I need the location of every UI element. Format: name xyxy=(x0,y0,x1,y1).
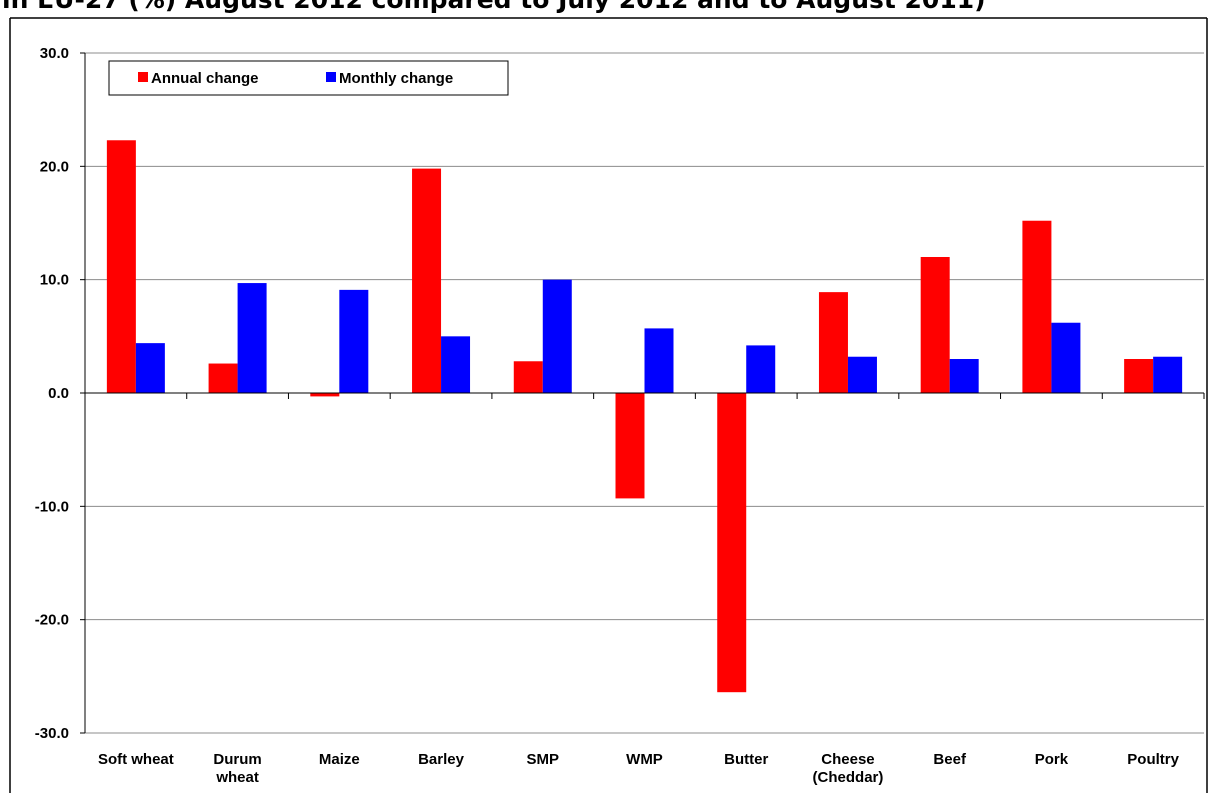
x-category-label: Butter xyxy=(724,751,768,768)
x-category-label-line: Soft wheat xyxy=(98,751,174,768)
y-tick-label: 20.0 xyxy=(40,158,69,175)
x-category-label-line: WMP xyxy=(626,751,663,768)
bar xyxy=(208,363,238,393)
legend-box xyxy=(108,60,509,96)
bar xyxy=(1051,322,1081,393)
x-category-label-line: (Cheddar) xyxy=(813,769,884,786)
y-tick-label: 30.0 xyxy=(40,45,69,62)
bar xyxy=(949,359,979,393)
bar xyxy=(542,279,572,393)
x-category-label-line: Poultry xyxy=(1127,751,1179,768)
bar xyxy=(513,361,543,393)
x-category-label: Barley xyxy=(418,751,465,768)
x-category-label: Pork xyxy=(1035,751,1069,768)
x-category-label: WMP xyxy=(626,751,663,768)
bar xyxy=(847,356,877,393)
bars xyxy=(106,140,1183,693)
y-tick-label: -20.0 xyxy=(35,612,69,629)
bar xyxy=(1124,359,1154,393)
bar xyxy=(441,336,471,393)
x-category-label: Durum wheat xyxy=(213,751,261,786)
y-tick-label: 0.0 xyxy=(48,385,69,402)
x-category-label-line: Cheese xyxy=(821,751,874,768)
bar xyxy=(237,283,267,393)
legend-label: Annual change xyxy=(151,70,259,87)
x-category-label: Poultry xyxy=(1127,751,1179,768)
y-tick-label: -10.0 xyxy=(35,498,69,515)
bar xyxy=(1022,220,1052,393)
bar xyxy=(920,257,950,393)
y-tick-labels: 30.0 20.0 10.0 0.0 -10.0 -20.0 -30.0 xyxy=(35,45,69,742)
x-category-labels: Soft wheat Durum wheat Maize Barley SMP WMP But… xyxy=(98,751,1180,786)
bar xyxy=(339,289,369,393)
bar xyxy=(615,393,645,499)
x-category-label: Beef xyxy=(933,751,967,768)
x-category-label-line: Pork xyxy=(1035,751,1069,768)
bar xyxy=(135,343,165,393)
chart-title: in EU-27 (%) August 2012 compared to Jul… xyxy=(0,0,1208,14)
x-category-label-line: SMP xyxy=(527,751,560,768)
bar xyxy=(644,328,674,393)
x-category-label: SMP xyxy=(527,751,560,768)
x-category-label: Maize xyxy=(319,751,360,768)
x-category-label-line: Beef xyxy=(933,751,967,768)
y-tick-label: 10.0 xyxy=(40,272,69,289)
legend-label: Monthly change xyxy=(339,70,453,87)
bar xyxy=(106,140,136,393)
bar xyxy=(412,168,442,393)
x-category-label-line: Barley xyxy=(418,751,465,768)
y-tick-label: -30.0 xyxy=(35,725,69,742)
bar xyxy=(818,292,848,393)
x-category-label-line: Durum xyxy=(213,751,261,768)
x-category-label: Cheese (Cheddar) xyxy=(813,751,884,786)
x-category-label: Soft wheat xyxy=(98,751,174,768)
x-category-label-line: Butter xyxy=(724,751,768,768)
bar xyxy=(1153,356,1183,393)
bar xyxy=(746,345,776,393)
x-category-label-line: wheat xyxy=(215,769,259,786)
legend: Annual change Monthly change xyxy=(108,60,509,96)
bar xyxy=(310,393,340,397)
axes xyxy=(80,52,1205,734)
x-category-label-line: Maize xyxy=(319,751,360,768)
bar xyxy=(717,393,747,693)
legend-swatch xyxy=(326,72,336,82)
legend-swatch xyxy=(138,72,148,82)
